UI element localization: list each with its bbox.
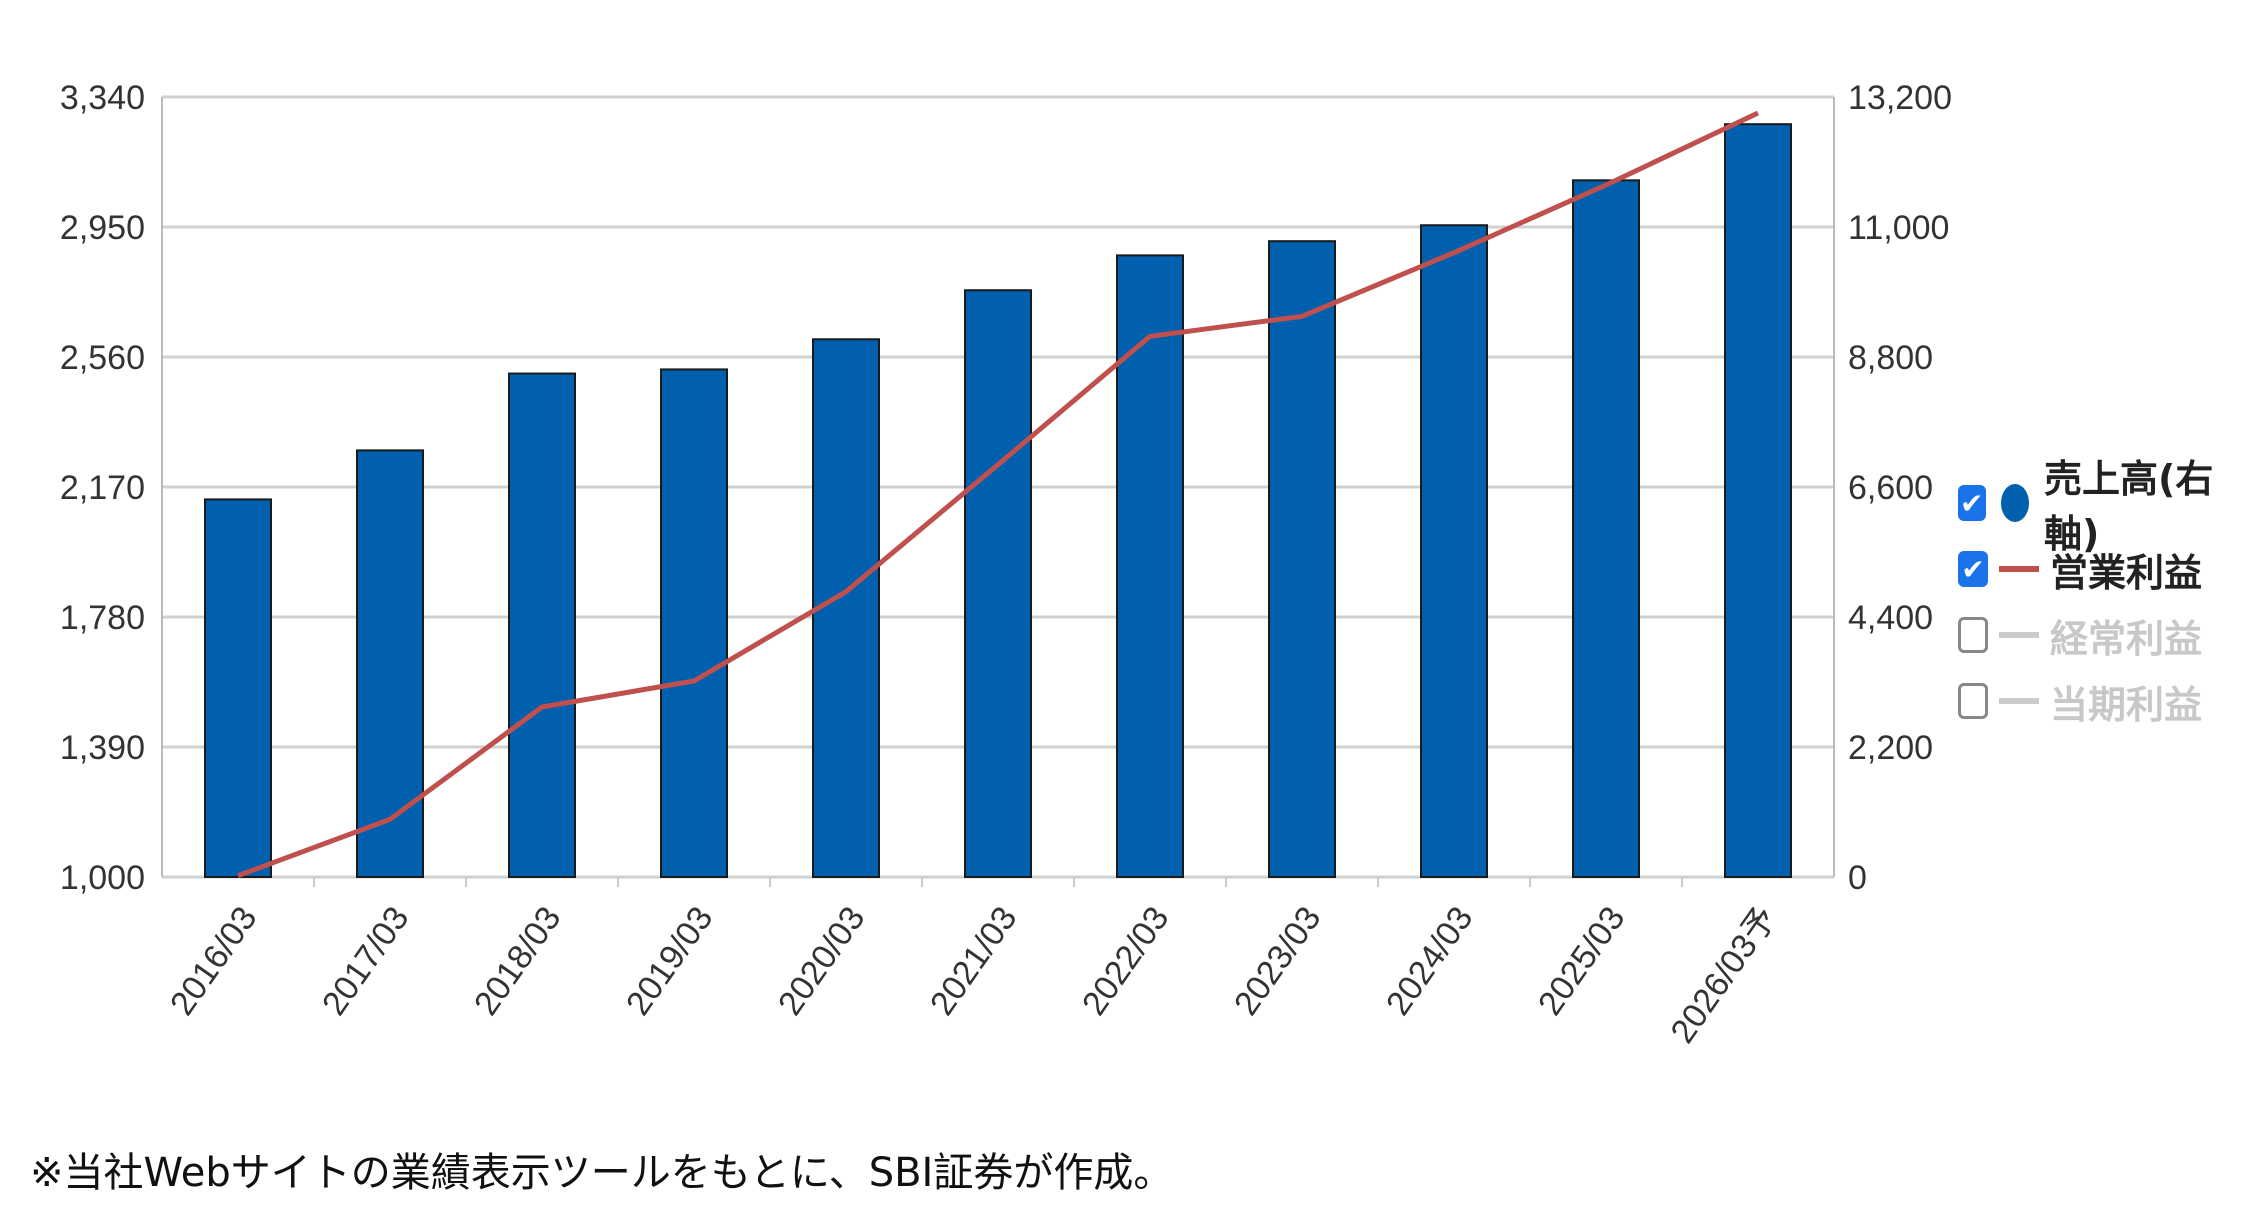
left-tick-label: 1,390	[60, 729, 145, 767]
checkbox-checked-icon[interactable]: ✔	[1958, 551, 1988, 587]
bar-sales	[812, 338, 880, 879]
line-marker-icon	[1999, 698, 2039, 704]
legend: ✔ 売上高(右軸) ✔ 営業利益 経常利益 当期利益	[1958, 457, 2250, 734]
x-tick-label: 2017/03	[315, 900, 417, 1022]
checkbox-unchecked-icon[interactable]	[1958, 617, 1988, 653]
right-tick-label: 8,800	[1848, 339, 1933, 377]
x-tick-label: 2023/03	[1227, 900, 1329, 1022]
right-tick-label: 6,600	[1848, 469, 1933, 507]
legend-item-ordinary-profit[interactable]: 経常利益	[1958, 602, 2250, 668]
footnote: ※当社Webサイトの業績表示ツールをもとに、SBI証券が作成。	[30, 1150, 1174, 1196]
left-tick-label: 3,340	[60, 79, 145, 117]
bar-sales	[508, 372, 576, 878]
x-tick-label: 2022/03	[1075, 900, 1177, 1022]
x-tick-label: 2025/03	[1531, 900, 1633, 1022]
checkbox-unchecked-icon[interactable]	[1958, 683, 1988, 719]
bar-sales	[1420, 224, 1488, 878]
bar-sales	[356, 449, 424, 878]
dot-marker-icon	[2000, 484, 2029, 522]
line-operating-profit	[237, 110, 1760, 879]
legend-label: 経常利益	[2050, 616, 2203, 661]
bar-sales	[964, 289, 1032, 878]
right-tick-label: 4,400	[1848, 599, 1933, 637]
legend-item-sales[interactable]: ✔ 売上高(右軸)	[1958, 457, 2250, 556]
right-tick-label: 11,000	[1848, 209, 1949, 247]
x-tick-label: 2024/03	[1379, 900, 1481, 1022]
x-tick-label: 2019/03	[619, 900, 721, 1022]
line-marker-icon	[1999, 566, 2039, 572]
legend-item-operating-profit[interactable]: ✔ 営業利益	[1958, 536, 2250, 602]
legend-label: 営業利益	[2050, 550, 2203, 595]
left-tick-label: 2,170	[60, 469, 145, 507]
line-marker-icon	[1999, 632, 2039, 638]
left-tick-label: 2,560	[60, 339, 145, 377]
legend-item-net-profit[interactable]: 当期利益	[1958, 668, 2250, 734]
right-tick-label: 2,200	[1848, 729, 1933, 767]
checkbox-checked-icon[interactable]: ✔	[1958, 485, 1986, 521]
bar-sales	[1572, 179, 1640, 878]
x-tick-label: 2016/03	[163, 900, 265, 1022]
bar-sales	[1724, 123, 1792, 878]
bar-sales	[204, 498, 272, 878]
bar-sales	[1116, 254, 1184, 878]
x-tick-label: 2020/03	[771, 900, 873, 1022]
left-tick-label: 2,950	[60, 209, 145, 247]
x-tick-label: 2018/03	[467, 900, 569, 1022]
left-tick-label: 1,780	[60, 599, 145, 637]
legend-label: 当期利益	[2050, 682, 2203, 727]
x-tick-label: 2021/03	[923, 900, 1025, 1022]
left-tick-label: 1,000	[60, 859, 145, 897]
x-tick-label: 2026/03予	[1663, 900, 1784, 1050]
right-tick-label: 13,200	[1848, 79, 1952, 117]
right-tick-label: 0	[1848, 859, 1867, 897]
bar-sales	[1268, 240, 1336, 878]
bar-sales	[660, 368, 728, 878]
legend-label: 売上高(右軸)	[2044, 457, 2214, 556]
